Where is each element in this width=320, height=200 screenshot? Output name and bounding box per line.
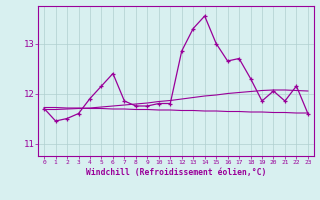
X-axis label: Windchill (Refroidissement éolien,°C): Windchill (Refroidissement éolien,°C) bbox=[86, 168, 266, 177]
